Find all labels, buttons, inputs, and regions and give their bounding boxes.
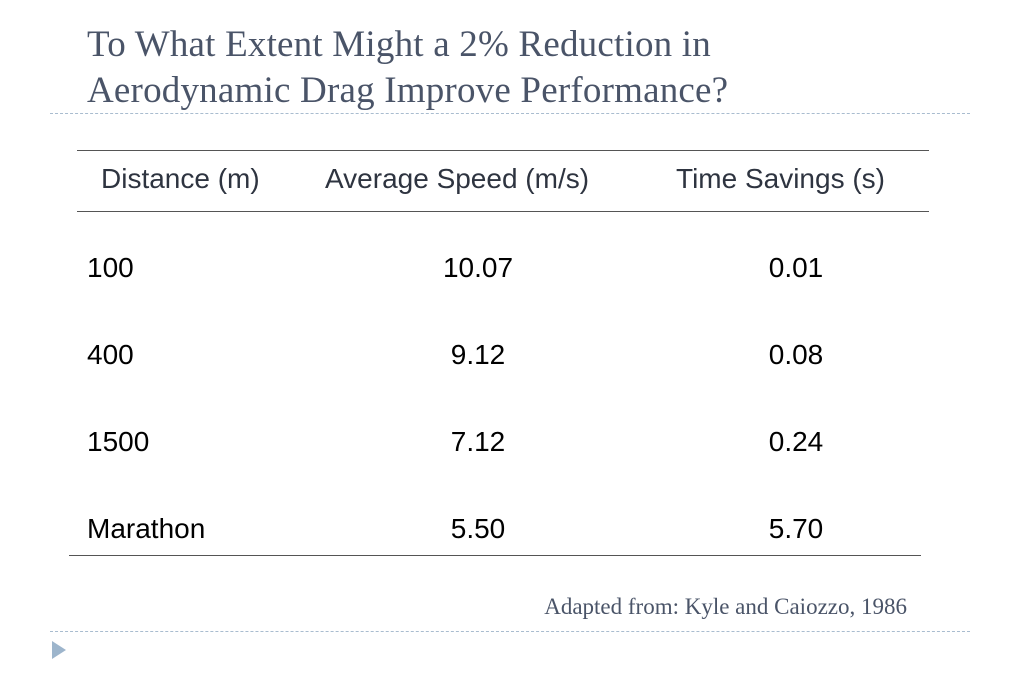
triangle-bullet-icon [52,641,66,659]
cell-time-savings: 0.01 [768,252,824,283]
table-bottom-rule [69,555,921,556]
slide-title-line-1: To What Extent Might a 2% Reduction in [87,24,711,65]
cell-distance: Marathon [87,513,206,544]
slide-title: To What Extent Might a 2% Reduction in A… [87,22,967,114]
header-time-savings: Time Savings (s) [676,163,886,194]
cell-distance: 100 [87,252,134,283]
cell-time-savings: 0.08 [768,339,824,370]
table-header-rule [77,211,929,212]
cell-time-savings: 5.70 [768,513,824,544]
header-distance: Distance (m) [101,163,260,194]
cell-average-speed: 5.50 [450,513,506,544]
cell-distance: 1500 [87,426,150,457]
cell-average-speed: 7.12 [450,426,506,457]
slide-title-line-2: Aerodynamic Drag Improve Performance? [87,70,729,111]
table-top-rule [77,150,929,151]
cell-average-speed: 10.07 [442,252,514,283]
cell-average-speed: 9.12 [450,339,506,370]
title-divider [50,113,970,114]
header-average-speed: Average Speed (m/s) [325,163,590,194]
footer-divider [50,631,970,632]
cell-distance: 400 [87,339,134,370]
cell-time-savings: 0.24 [768,426,824,457]
source-caption: Adapted from: Kyle and Caiozzo, 1986 [544,594,907,619]
